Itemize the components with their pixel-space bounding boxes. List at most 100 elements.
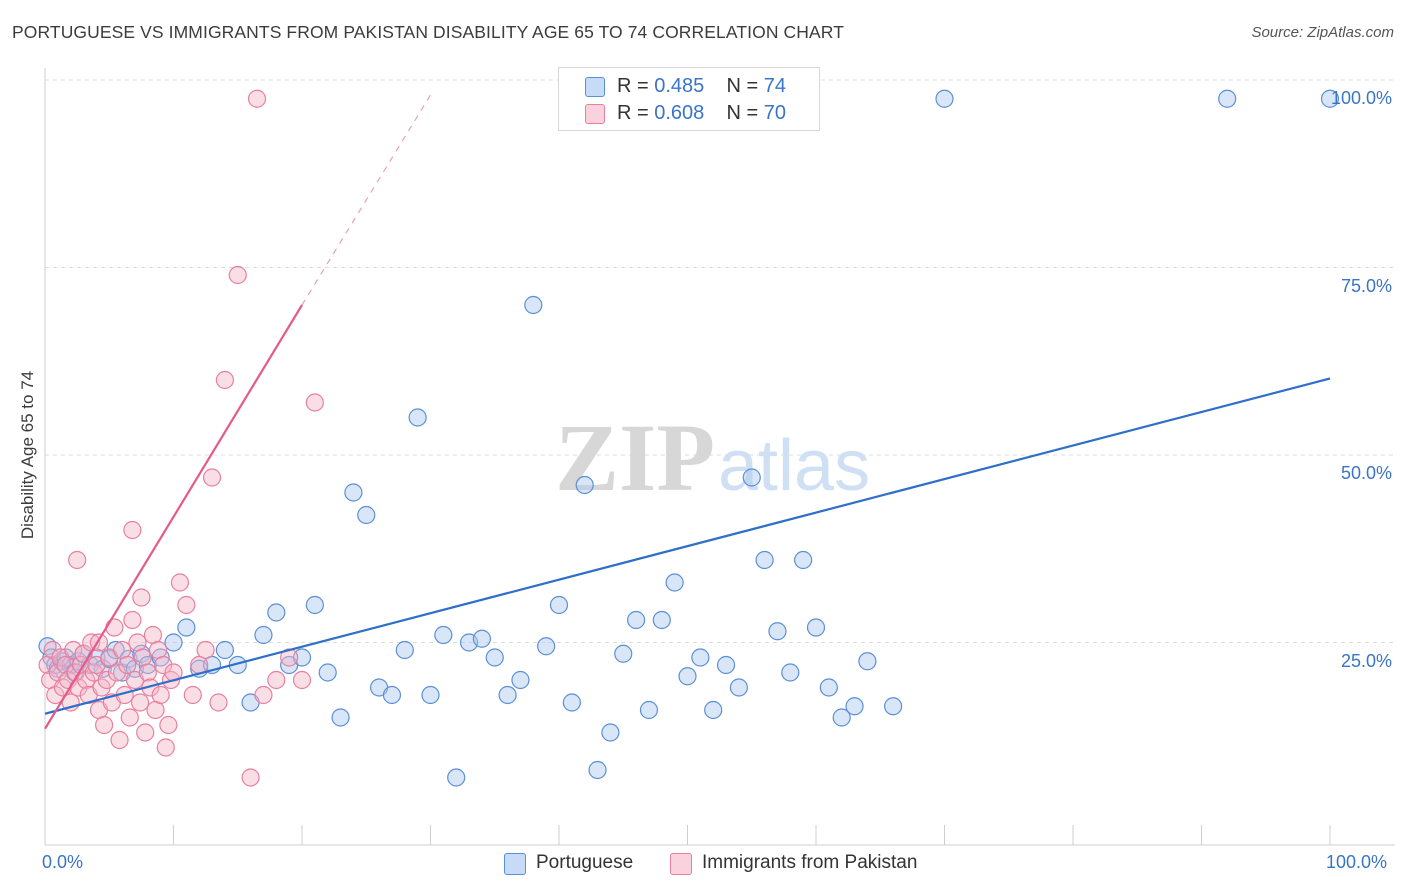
legend-r-label: R =: [617, 75, 655, 97]
point-portuguese: [331, 708, 350, 727]
legend-swatch-portuguese: [585, 77, 605, 97]
point-portuguese: [421, 685, 440, 705]
y-tick-label: 100.0%: [1330, 88, 1392, 108]
bottom-legend-label: Portuguese: [536, 852, 634, 873]
point-pakistan: [110, 730, 129, 750]
point-portuguese: [626, 610, 646, 630]
correlation-legend: R = 0.485 N = 74 R = 0.608 N = 70: [558, 67, 820, 131]
point-pakistan: [68, 550, 87, 570]
point-pakistan: [118, 655, 137, 675]
point-portuguese: [678, 667, 697, 686]
point-portuguese: [485, 648, 504, 667]
point-pakistan: [202, 468, 222, 487]
legend-n-value: 70: [763, 102, 787, 124]
point-pakistan: [228, 265, 247, 285]
point-portuguese: [614, 644, 633, 663]
point-pakistan: [305, 393, 324, 412]
grid-lines: [45, 79, 1395, 643]
point-portuguese: [395, 640, 414, 660]
point-portuguese: [537, 637, 556, 656]
point-pakistan: [241, 768, 260, 787]
point-portuguese: [742, 468, 761, 487]
point-pakistan: [138, 663, 157, 682]
point-portuguese: [652, 610, 671, 630]
point-portuguese: [562, 693, 581, 712]
point-portuguese: [305, 595, 324, 615]
watermark-zip: ZIP: [555, 404, 715, 511]
point-portuguese: [1320, 89, 1340, 108]
legend-r-value: 0.608: [654, 102, 705, 124]
point-pakistan: [136, 723, 155, 742]
point-pakistan: [64, 640, 83, 660]
point-portuguese: [215, 640, 234, 660]
point-portuguese: [755, 550, 774, 570]
point-portuguese: [447, 768, 466, 787]
y-tick-label: 50.0%: [1340, 463, 1392, 483]
y-axis-label: Disability Age 65 to 74: [18, 370, 37, 540]
point-pakistan: [156, 738, 175, 757]
point-portuguese: [665, 573, 684, 592]
y-tick-label: 25.0%: [1340, 650, 1392, 671]
point-portuguese: [588, 760, 607, 780]
point-pakistan: [267, 670, 286, 690]
point-pakistan: [254, 685, 273, 705]
series-pakistan-points: [38, 89, 324, 787]
legend-r-value: 0.485: [654, 75, 705, 97]
point-portuguese: [472, 629, 491, 648]
legend-n-label: N =: [726, 102, 764, 124]
point-portuguese: [935, 89, 954, 108]
point-portuguese: [639, 700, 659, 720]
point-pakistan: [105, 618, 124, 637]
point-portuguese: [177, 618, 196, 637]
point-pakistan: [132, 588, 151, 607]
point-pakistan: [151, 685, 170, 705]
point-pakistan: [123, 610, 142, 630]
point-portuguese: [498, 685, 517, 705]
point-pakistan: [159, 715, 178, 735]
trend-line-portuguese: [44, 377, 1331, 715]
trend-lines: [44, 94, 1331, 730]
legend-swatch-pakistan: [585, 104, 605, 124]
chart-title: PORTUGUESE VS IMMIGRANTS FROM PAKISTAN D…: [12, 22, 844, 42]
point-portuguese: [511, 670, 530, 690]
point-portuguese: [524, 295, 543, 315]
point-portuguese: [318, 663, 337, 682]
point-portuguese: [845, 697, 864, 716]
point-portuguese: [832, 708, 851, 727]
point-pakistan: [196, 640, 215, 660]
point-portuguese: [344, 483, 363, 502]
point-portuguese: [819, 678, 838, 697]
legend-r-label: R =: [617, 102, 655, 124]
point-portuguese: [806, 618, 826, 637]
point-portuguese: [267, 603, 286, 622]
x-tick-label-max: 100.0%: [1326, 852, 1388, 872]
point-portuguese: [382, 685, 402, 705]
point-portuguese: [434, 625, 453, 645]
point-portuguese: [858, 652, 877, 671]
point-portuguese: [575, 475, 594, 495]
point-pakistan: [215, 370, 234, 390]
point-pakistan: [209, 693, 228, 712]
point-pakistan: [247, 89, 267, 108]
point-pakistan: [154, 655, 173, 675]
point-portuguese: [254, 625, 273, 645]
trend-line-pakistan-extension: [301, 94, 432, 306]
point-portuguese: [106, 640, 125, 660]
point-portuguese: [716, 655, 736, 675]
legend-n-label: N =: [726, 75, 764, 97]
point-portuguese: [601, 723, 620, 742]
point-portuguese: [691, 648, 710, 667]
point-portuguese: [883, 697, 903, 716]
point-pakistan: [43, 640, 62, 660]
bottom-legend-swatch: [504, 853, 526, 875]
point-pakistan: [183, 685, 202, 705]
bottom-legend-swatch: [670, 853, 692, 875]
point-pakistan: [170, 573, 190, 592]
point-pakistan: [120, 708, 139, 727]
bottom-legend-label: Immigrants from Pakistan: [702, 852, 918, 873]
point-portuguese: [781, 663, 800, 682]
watermark-atlas: atlas: [718, 426, 870, 506]
y-tick-label: 75.0%: [1340, 275, 1392, 296]
axes: [44, 68, 1395, 846]
